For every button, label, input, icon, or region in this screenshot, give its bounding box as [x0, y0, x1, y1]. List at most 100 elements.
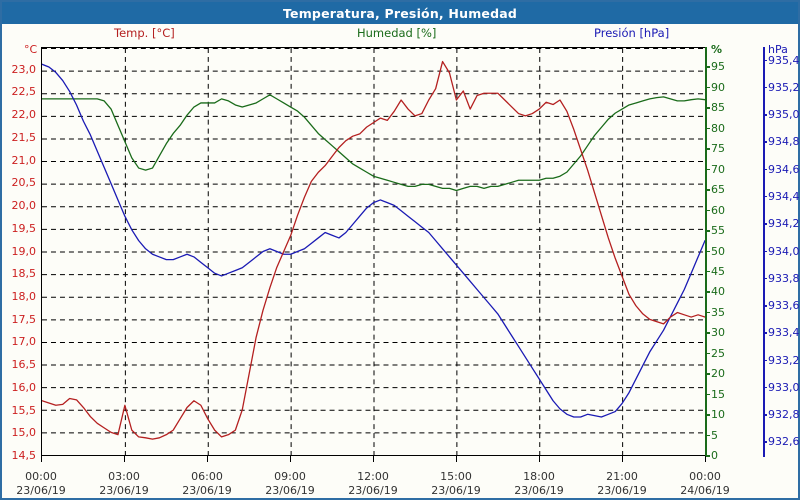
pressure-tick-mark — [763, 86, 767, 89]
x-axis-tick-label: 09:00 23/06/19 — [250, 470, 330, 498]
humidity-tick-label: 30 — [711, 326, 725, 340]
humidity-tick-mark — [706, 66, 710, 68]
humidity-tick-mark — [706, 127, 710, 130]
temperature-tick-label: 18,5 — [11, 267, 37, 281]
pressure-tick-label: 934,60 — [768, 162, 800, 176]
temperature-tick-label: 21,5 — [11, 130, 37, 144]
humidity-tick-mark — [706, 455, 710, 457]
humidity-tick-mark — [706, 270, 710, 273]
x-axis-tick-label: 00:00 24/06/19 — [665, 470, 745, 498]
x-axis-time: 15:00 — [440, 470, 472, 483]
humidity-tick-mark — [706, 230, 710, 232]
pressure-tick-label: 935,00 — [768, 108, 800, 122]
temperature-tick-label: 20,5 — [11, 176, 37, 190]
humidity-tick-label: 55 — [711, 224, 725, 238]
legend-item-pressure: Presión [hPa] — [594, 26, 670, 40]
pressure-axis-ticks: 935,40 935,20 935,00 934,80 934,60 934,40 934,… — [763, 2, 800, 502]
pressure-tick-label: 935,40 — [768, 53, 800, 67]
temperature-tick-label: 16,5 — [11, 358, 37, 372]
pressure-tick-label: 933,80 — [768, 271, 800, 285]
pressure-tick-label: 934,40 — [768, 189, 800, 203]
x-axis-tick-label: 21:00 23/06/19 — [582, 470, 662, 498]
pressure-tick-label: 933,00 — [768, 380, 800, 394]
x-axis-time: 00:00 — [689, 470, 721, 483]
humidity-tick-label: 0 — [711, 449, 718, 462]
x-axis-date: 23/06/19 — [597, 484, 647, 497]
temperature-tick-label: 17,5 — [11, 312, 37, 326]
humidity-tick-mark — [706, 332, 710, 334]
pressure-axis-unit: hPa — [768, 43, 788, 56]
x-axis-tick-mark — [456, 456, 457, 462]
humidity-tick-label: 20 — [711, 367, 725, 381]
pressure-tick-mark — [763, 359, 767, 362]
x-axis-tick-label: 00:00 23/06/19 — [1, 470, 81, 498]
x-axis-date: 23/06/19 — [348, 484, 398, 497]
pressure-tick-label: 935,20 — [768, 80, 800, 94]
x-axis-time: 09:00 — [274, 470, 306, 483]
pressure-tick-label: 933,60 — [768, 299, 800, 313]
x-axis-date: 23/06/19 — [431, 484, 481, 497]
temperature-tick-label: 22,5 — [11, 85, 37, 99]
x-axis-date: 23/06/19 — [265, 484, 315, 497]
temperature-tick-label: 18,0 — [11, 289, 37, 303]
pressure-tick-mark — [763, 250, 767, 252]
pressure-tick-label: 934,20 — [768, 217, 800, 231]
x-axis-time: 12:00 — [357, 470, 389, 483]
x-axis-time: 18:00 — [523, 470, 555, 483]
grid-lines — [42, 48, 705, 455]
humidity-tick-mark — [706, 414, 710, 416]
x-axis-time: 06:00 — [191, 470, 223, 483]
humidity-tick-label: 40 — [711, 285, 725, 299]
humidity-tick-mark — [706, 311, 710, 314]
pressure-tick-mark — [763, 305, 767, 307]
pressure-tick-label: 932,60 — [768, 435, 800, 449]
x-axis-tick-mark — [41, 456, 42, 462]
x-axis-time: 03:00 — [108, 470, 140, 483]
pressure-tick-mark — [763, 441, 767, 443]
temperature-tick-label: 23,0 — [11, 62, 37, 76]
window-title-bar: Temperatura, Presión, Humedad — [2, 2, 798, 24]
pressure-tick-mark — [763, 386, 767, 389]
humidity-axis-unit: % — [711, 43, 723, 56]
temperature-tick-label: 15,5 — [11, 403, 37, 417]
x-axis-date: 23/06/19 — [16, 484, 66, 497]
pressure-tick-mark — [763, 277, 767, 280]
humidity-tick-label: 60 — [711, 203, 725, 217]
temperature-tick-label: 21,0 — [11, 153, 37, 167]
humidity-tick-mark — [706, 86, 710, 89]
pressure-tick-label: 934,80 — [768, 135, 800, 149]
humidity-tick-label: 65 — [711, 183, 725, 197]
pressure-axis-line — [763, 47, 765, 457]
humidity-tick-label: 25 — [711, 346, 725, 360]
x-axis-tick-mark — [539, 456, 540, 462]
x-axis-date: 23/06/19 — [514, 484, 564, 497]
humidity-tick-mark — [706, 168, 710, 171]
humidity-tick-label: 95 — [711, 60, 725, 74]
humidity-tick-label: 35 — [711, 305, 725, 319]
temperature-tick-label: 19,5 — [11, 221, 37, 235]
humidity-axis-line — [705, 47, 707, 457]
humidity-tick-mark — [706, 291, 710, 293]
x-axis-tick-label: 12:00 23/06/19 — [333, 470, 413, 498]
x-axis-tick-mark — [124, 456, 125, 462]
humidity-tick-label: 50 — [711, 244, 725, 258]
humidity-tick-label: 45 — [711, 264, 725, 278]
x-axis-labels: 00:00 23/06/19 03:00 23/06/19 06:00 23/06/19 0… — [1, 456, 798, 498]
temperature-tick-label: 15,0 — [11, 426, 37, 440]
humidity-tick-mark — [706, 393, 710, 396]
pressure-tick-label: 933,40 — [768, 326, 800, 340]
x-axis-tick-mark — [373, 456, 374, 462]
humidity-tick-label: 15 — [711, 387, 725, 401]
humidity-tick-label: 75 — [711, 142, 725, 156]
x-axis-date: 23/06/19 — [182, 484, 232, 497]
page-title: Temperatura, Presión, Humedad — [282, 5, 518, 21]
pressure-tick-mark — [763, 59, 767, 62]
x-axis-time: 00:00 — [25, 470, 57, 483]
pressure-tick-mark — [763, 223, 767, 225]
temperature-axis-ticks: 23,0 22,5 22,0 21,5 21,0 20,5 20,0 19,5 19,0 18,5… — [2, 2, 37, 502]
humidity-tick-mark — [706, 373, 710, 375]
x-axis-date: 23/06/19 — [99, 484, 149, 497]
data-curves — [42, 60, 705, 440]
humidity-tick-label: 5 — [711, 428, 718, 442]
temperature-tick-label: 19,0 — [11, 244, 37, 258]
